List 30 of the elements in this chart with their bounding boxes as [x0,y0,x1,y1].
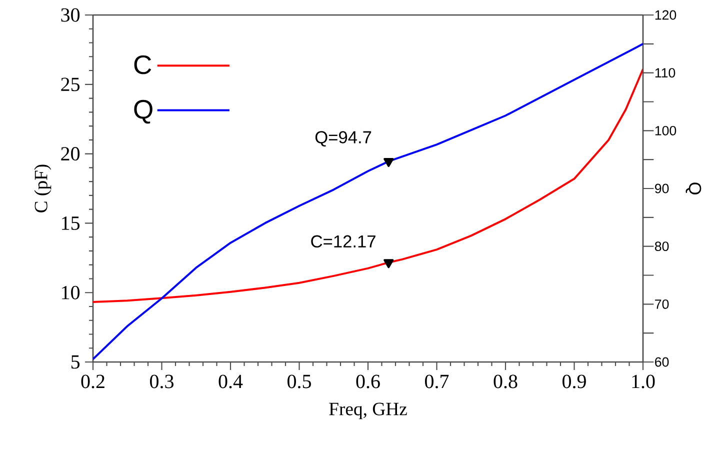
y-tick-label: 5 [71,355,80,369]
x-tick-label: 0.7 [425,374,449,388]
line-series [93,42,643,360]
x-tick-label: 0.4 [218,374,243,388]
y2-tick-label: 120 [655,10,676,20]
x-tick-label: 0.8 [494,374,518,388]
annotation: Q=94.7 [315,131,372,147]
y2-tick-label: 70 [655,299,669,309]
x-tick-label: 0.2 [81,374,104,388]
y-tick-label: 15 [62,216,80,230]
y2-tick-label: 80 [654,242,669,252]
x-axis-title: Freq, GHz [329,402,407,420]
y2-tick-label: 90 [655,184,669,194]
y2-tick-label: 60 [655,357,669,367]
y-tick-label: 25 [61,78,80,92]
y-tick-label: 30 [61,8,80,22]
y-tick-label: 10 [62,286,80,300]
legend-label: Q [134,100,152,124]
x-tick-label: 1.0 [632,374,655,388]
x-tick-label: 0.5 [288,374,311,388]
y-tick-label: 20 [61,147,80,161]
y-axis-title: C (pF) [34,164,52,212]
annotation: C=12.17 [311,235,376,248]
y2-tick-label: 110 [655,68,676,78]
y2-axis-title: Q [686,182,702,194]
x-tick-label: 0.3 [150,374,174,388]
x-tick-label: 0.9 [562,374,586,388]
legend-label: C [134,55,152,74]
x-tick-label: 0.6 [356,374,380,388]
y2-tick-label: 100 [655,126,676,136]
